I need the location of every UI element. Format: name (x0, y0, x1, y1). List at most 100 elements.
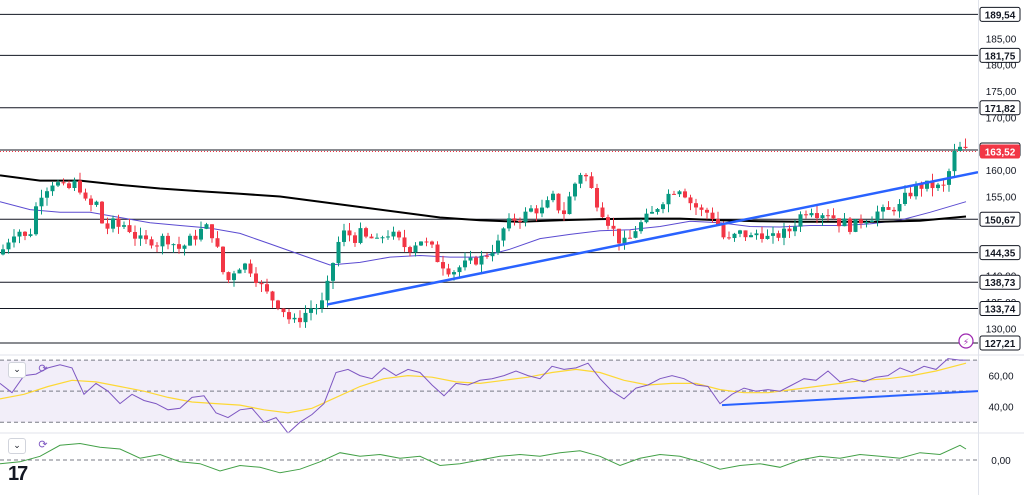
candle-body (259, 283, 264, 285)
candle-body (815, 213, 819, 219)
candle-body (611, 225, 616, 229)
level-badge (979, 274, 1021, 290)
candle-body (925, 180, 929, 189)
candle-body (402, 237, 407, 248)
candle-body (39, 197, 44, 207)
candle-body (809, 213, 814, 216)
price-pane[interactable] (0, 13, 1024, 356)
candle-body (837, 218, 841, 227)
level-label: 127,21 (985, 339, 1016, 350)
level-badge (979, 47, 1021, 63)
level-badge (979, 6, 1021, 22)
candle-body (177, 244, 181, 249)
candle-body (287, 312, 291, 320)
candle-body (457, 267, 462, 273)
candle-body (336, 241, 341, 264)
candle-body (650, 211, 654, 214)
candle-body (584, 174, 588, 177)
candle-body (237, 269, 242, 274)
candle-body (963, 146, 968, 148)
candle-body (188, 235, 192, 246)
candle-body (545, 200, 550, 208)
level-label: 181,75 (985, 51, 1016, 62)
candle-body (6, 242, 11, 250)
candle-body (738, 230, 742, 234)
tradingview-logo: 17 (8, 463, 28, 485)
candle-body (886, 207, 891, 210)
candle-body (419, 241, 423, 246)
level-badge (979, 100, 1021, 116)
candle-body (166, 235, 170, 245)
level-label: 144,35 (985, 249, 1016, 260)
candle-body (391, 231, 396, 237)
candle-body (842, 218, 847, 227)
candle-body (320, 300, 324, 309)
candle-body (369, 236, 374, 239)
rsi-band-fill (0, 360, 978, 423)
chevron-down-icon: ⌄ (13, 365, 21, 375)
candle-body (23, 231, 27, 236)
level-label: 133,74 (985, 305, 1016, 316)
candle-body (628, 237, 632, 239)
candle-body (958, 146, 962, 151)
candle-body (721, 225, 726, 238)
candle-body (710, 212, 715, 220)
candle-body (347, 230, 352, 236)
candle-body (232, 273, 236, 281)
candle-body (199, 228, 203, 240)
candle-body (303, 312, 308, 323)
candle-body (204, 224, 209, 229)
candle-body (914, 184, 918, 197)
momentum-collapse-button[interactable]: ⌄ (8, 438, 26, 454)
candle-body (474, 257, 478, 265)
candle-body (859, 219, 863, 224)
rsi-pane[interactable] (0, 358, 1024, 434)
candle-body (622, 237, 627, 244)
y-tick-label: 160,00 (986, 166, 1017, 177)
lightning-icon[interactable]: ⚡ (963, 338, 969, 348)
candle-body (892, 209, 896, 212)
candle-body (578, 174, 583, 184)
candle-body (298, 317, 302, 323)
candle-body (903, 192, 907, 205)
candle-body (276, 300, 280, 309)
level-label: 138,73 (985, 278, 1016, 289)
candle-body (760, 233, 764, 239)
y-tick-label: 170,00 (986, 113, 1017, 124)
candle-body (479, 255, 484, 265)
refresh-icon[interactable]: ⟳ (38, 362, 48, 375)
momentum-pane[interactable] (0, 442, 978, 474)
candle-body (606, 217, 610, 226)
candle-body (292, 317, 297, 320)
candle-body (930, 180, 935, 189)
candle-body (655, 209, 660, 212)
candle-body (281, 308, 286, 313)
candle-body (826, 215, 830, 217)
candle-body (358, 228, 363, 243)
candle-body (749, 235, 753, 238)
candle-body (820, 215, 825, 219)
candle-body (490, 252, 495, 257)
candle-body (254, 273, 258, 284)
candle-body (595, 187, 599, 208)
refresh-icon[interactable]: ⟳ (38, 438, 48, 451)
candle-body (617, 228, 621, 244)
candle-body (633, 231, 638, 238)
candle-body (831, 215, 836, 219)
candle-body (309, 308, 313, 313)
candle-body (331, 263, 335, 281)
candle-body (677, 191, 682, 195)
candle-body (562, 210, 566, 215)
candle-body (771, 233, 775, 236)
rsi-collapse-button[interactable]: ⌄ (8, 362, 26, 378)
y-tick-label: 180,00 (986, 61, 1017, 72)
candle-body (694, 203, 698, 208)
y-tick-label: 155,00 (986, 192, 1017, 203)
candle-body (936, 184, 940, 189)
candle-body (507, 218, 511, 229)
candle-body (78, 180, 82, 193)
level-badge (979, 245, 1021, 261)
candle-body (215, 238, 220, 247)
